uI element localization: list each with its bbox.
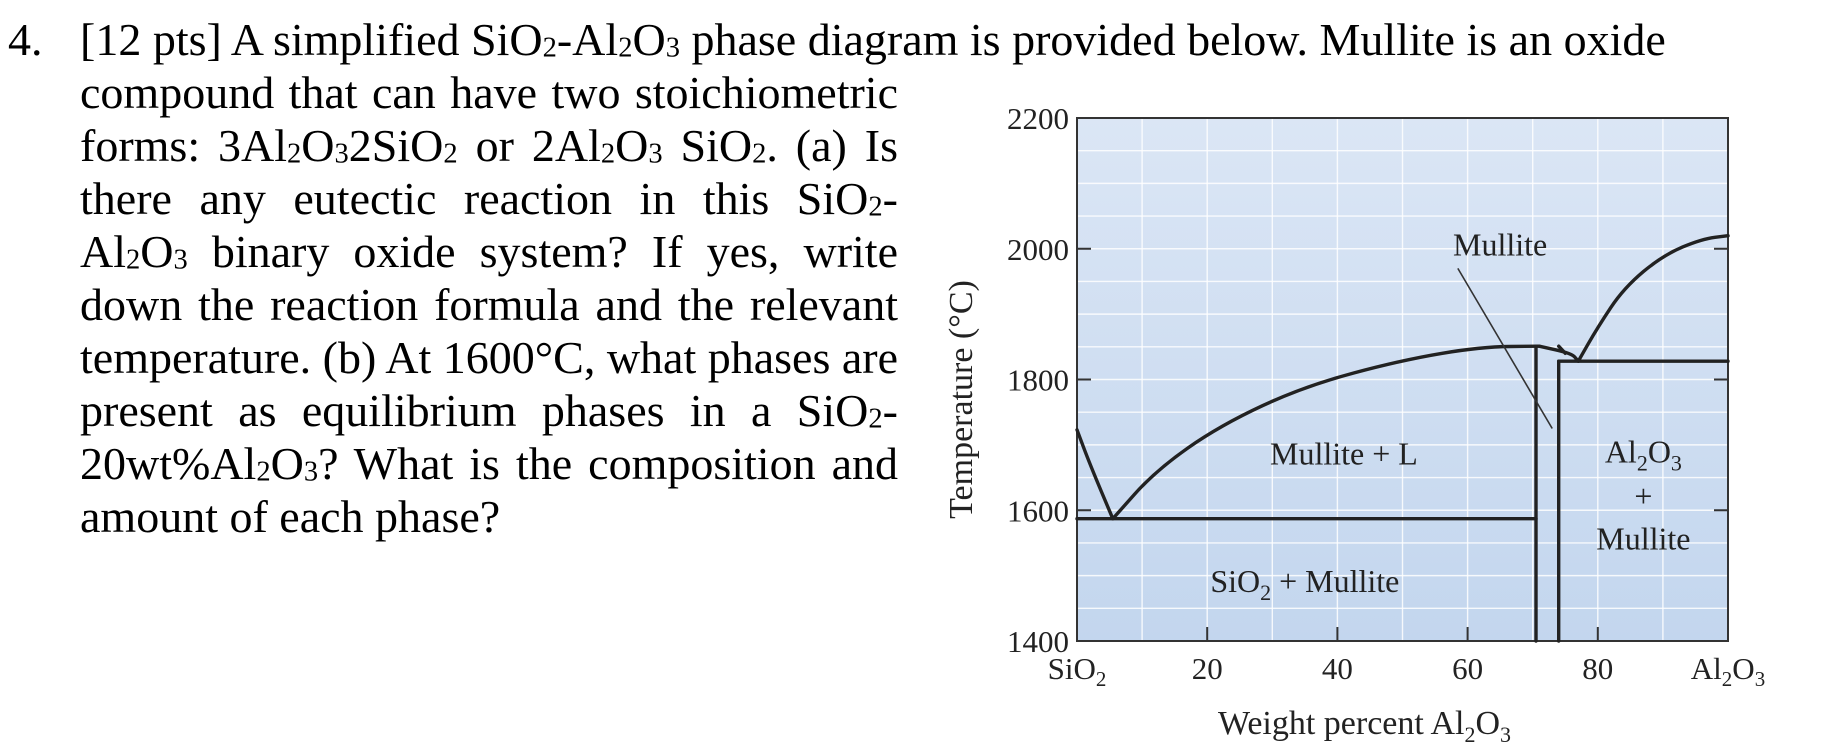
text-run: or 2Al	[457, 120, 601, 171]
text-run: 2SiO	[348, 120, 444, 171]
y-tick-label: 2000	[1007, 232, 1069, 267]
region-label: Mullite	[1453, 226, 1547, 262]
question-line: forms: 3Al2O32SiO2 or 2Al2O3 SiO2. (a) I…	[80, 119, 898, 172]
region-label: +	[1634, 478, 1652, 514]
subscript: 2	[256, 456, 271, 488]
question-line: down the reaction formula and the releva…	[80, 278, 898, 331]
subscript: 2	[443, 138, 458, 170]
subscript: 2	[600, 138, 616, 170]
text-run: forms: 3Al	[80, 120, 288, 171]
text-run: 20wt%Al	[80, 438, 257, 489]
subscript: 2	[542, 32, 557, 64]
question-line: 20wt%Al2O3? What is the composition and	[80, 437, 898, 490]
question-first-line: 4. [12 pts] A simplified SiO2-Al2O3 phase…	[8, 10, 1822, 70]
subscript: 3	[665, 32, 680, 64]
x-tick-label: SiO2	[1048, 651, 1107, 691]
text-run: present as equilibrium phases in a SiO	[80, 385, 869, 436]
text-run: [12 pts] A simplified SiO	[80, 14, 543, 65]
x-tick-label: 80	[1582, 651, 1613, 686]
question-line: temperature. (b) At 1600°C, what phases …	[80, 331, 898, 384]
y-tick-label: 1400	[1007, 624, 1069, 659]
text-run: O	[140, 226, 174, 277]
text-run: ? What is the composition and	[318, 438, 898, 489]
phase-boundary-mullite-liquidus-right	[1537, 344, 1580, 363]
text-run: Al	[80, 226, 126, 277]
subscript: 2	[618, 32, 633, 64]
text-run: SiO	[662, 120, 753, 171]
text-run: down the reaction formula and the releva…	[80, 279, 898, 330]
question-line: Al2O3 binary oxide system? If yes, write	[80, 225, 898, 278]
text-run: temperature. (b) At 1600°C, what phases …	[80, 332, 899, 383]
text-run: -Al	[556, 14, 619, 65]
text-run: O	[615, 120, 649, 171]
x-tick-label: Al2O3	[1691, 651, 1765, 691]
subscript: 2	[126, 244, 141, 276]
text-run: amount of each phase?	[80, 491, 501, 542]
subscript: 2	[868, 191, 883, 223]
y-tick-label: 1600	[1007, 493, 1069, 528]
text-run: O	[632, 14, 666, 65]
phase-boundary-silica-liquidus	[1075, 428, 1115, 521]
subscript: 2	[287, 138, 302, 170]
subscript: 3	[334, 138, 349, 170]
x-tick-label: 60	[1452, 651, 1483, 686]
question-line: amount of each phase?	[80, 490, 898, 543]
y-tick-label: 1800	[1007, 363, 1069, 398]
text-run: phase diagram is provided below. Mullite…	[679, 14, 1666, 65]
question-line: compound that can have two stoichiometri…	[80, 66, 898, 119]
plot-area: SiO2 20 40 60 80 Al2O3 1400 1600 1800 2000 2200 Wei…	[943, 101, 1765, 747]
subscript: 3	[303, 456, 319, 488]
phase-boundary-alumina-liquidus	[1576, 234, 1730, 363]
region-label: Mullite + L	[1270, 435, 1418, 471]
phase-boundary-mullite-right-boundary-upper	[1557, 344, 1567, 355]
text-run: -	[882, 173, 898, 224]
text-run: O	[301, 120, 335, 171]
subscript: 3	[173, 244, 188, 276]
region-label: Al2O3	[1605, 434, 1682, 476]
x-tick-label: 20	[1192, 651, 1223, 686]
text-run: binary oxide system? If yes, write	[187, 226, 898, 277]
y-tick-label: 2200	[1007, 101, 1069, 136]
region-label: Mullite	[1596, 520, 1690, 556]
region-label: SiO2 + Mullite	[1210, 563, 1399, 605]
question-first-line-text: [12 pts] A simplified SiO2-Al2O3 phase d…	[80, 14, 1666, 65]
x-tick-label: 40	[1322, 651, 1353, 686]
text-run: there any eutectic reaction in this SiO	[80, 173, 869, 224]
subscript: 2	[868, 403, 883, 435]
subscript: 2	[752, 138, 767, 170]
phase-boundary-mullite-liquidus	[1111, 344, 1541, 521]
label-pointer-line	[1457, 267, 1553, 429]
question-number: 4.	[8, 14, 43, 65]
text-run: -	[882, 385, 898, 436]
y-axis-label: Temperature (°C)	[943, 280, 980, 519]
text-run: . (a) Is	[766, 120, 898, 171]
text-run: compound that can have two stoichiometri…	[80, 67, 898, 118]
text-run: O	[270, 438, 304, 489]
x-axis-label: Weight percent Al2O3	[1218, 705, 1511, 747]
question-line: there any eutectic reaction in this SiO2…	[80, 172, 898, 225]
question-line: present as equilibrium phases in a SiO2-	[80, 384, 898, 437]
question-body: compound that can have two stoichiometri…	[80, 66, 898, 543]
subscript: 3	[648, 138, 663, 170]
